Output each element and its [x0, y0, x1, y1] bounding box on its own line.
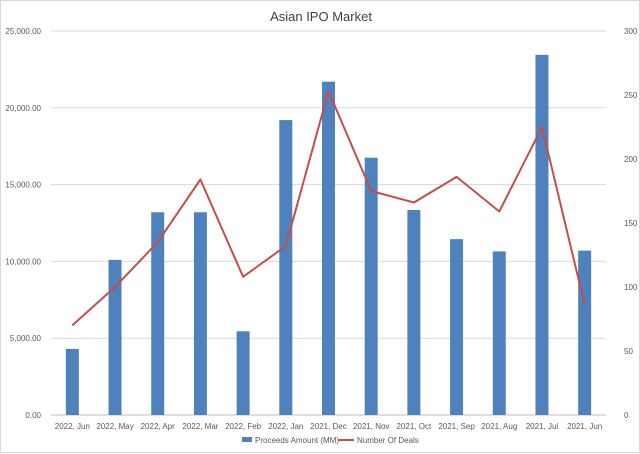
- right-tick-label: 300: [624, 27, 638, 36]
- bar: [578, 250, 592, 415]
- x-tick-label: 2022, Jun: [55, 422, 90, 431]
- x-tick-label: 2021, Oct: [397, 422, 432, 431]
- bar: [535, 54, 549, 416]
- x-tick-label: 2021, Nov: [353, 422, 389, 431]
- bar: [450, 239, 464, 415]
- chart-title: Asian IPO Market: [270, 9, 372, 24]
- right-tick-label: 250: [624, 91, 638, 100]
- x-tick-label: 2022, May: [96, 422, 133, 431]
- left-tick-label: 20,000.00: [5, 104, 41, 113]
- line-series: [71, 90, 586, 327]
- x-tick-label: 2022, Jan: [268, 422, 303, 431]
- deals-line: [71, 90, 586, 327]
- left-y-axis: 0.00 5,000.00 10,000.00 15,000.00 20,000.00 2…: [5, 27, 41, 420]
- bar: [108, 259, 122, 415]
- left-tick-label: 15,000.00: [5, 181, 41, 190]
- left-tick-label: 10,000.00: [5, 257, 41, 266]
- bar: [364, 157, 378, 415]
- bar: [151, 212, 165, 415]
- right-tick-label: 100: [624, 283, 638, 292]
- right-tick-label: 50: [624, 347, 633, 356]
- x-tick-label: 2021, Aug: [481, 422, 517, 431]
- bar: [193, 212, 207, 415]
- legend-bar-swatch: [242, 437, 252, 442]
- proceeds-bars: [65, 54, 592, 416]
- left-tick-label: 25,000.00: [5, 27, 41, 36]
- left-tick-label: 5,000.00: [10, 334, 42, 343]
- right-tick-label: 150: [624, 219, 638, 228]
- right-y-axis: 0 50 100 150 200 250 300: [624, 27, 638, 420]
- bar: [322, 81, 335, 416]
- legend: Proceeds Amount (MM) Number Of Deals: [242, 436, 419, 445]
- x-tick-label: 2021, Dec: [310, 422, 346, 431]
- x-tick-label: 2021, Jun: [567, 422, 602, 431]
- x-tick-label: 2022, Mar: [182, 422, 218, 431]
- x-tick-label: 2022, Feb: [225, 422, 262, 431]
- legend-line-label: Number Of Deals: [357, 436, 419, 445]
- x-tick-label: 2021, Jul: [526, 422, 559, 431]
- x-tick-label: 2021, Sep: [438, 422, 475, 431]
- bar: [407, 209, 421, 415]
- left-tick-label: 0.00: [25, 411, 41, 420]
- bar: [236, 331, 250, 415]
- bar: [492, 251, 506, 415]
- x-axis: 2022, Jun 2022, May 2022, Apr 2022, Mar 2022…: [55, 422, 602, 431]
- right-tick-label: 200: [624, 155, 638, 164]
- bar: [65, 348, 79, 415]
- right-tick-label: 0: [624, 411, 629, 420]
- legend-bar-label: Proceeds Amount (MM): [255, 436, 339, 445]
- bar: [279, 120, 293, 415]
- x-tick-label: 2022, Apr: [141, 422, 176, 431]
